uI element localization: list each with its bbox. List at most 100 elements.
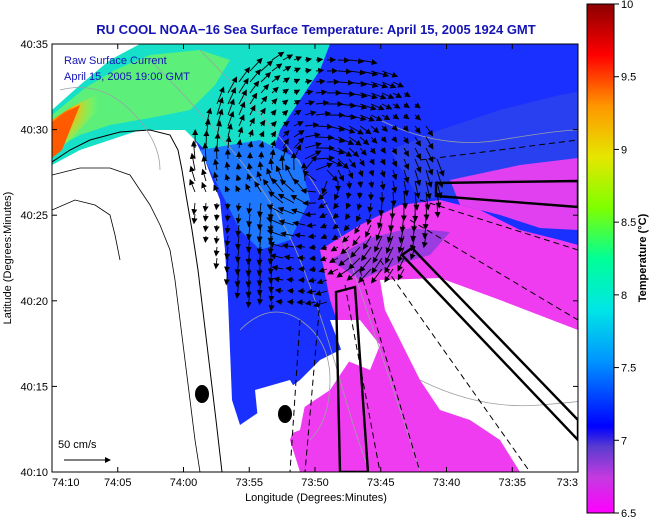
current-vector	[384, 268, 394, 283]
current-vector	[345, 202, 352, 210]
y-tick-label: 40:20	[20, 296, 48, 308]
current-vector	[259, 119, 266, 127]
current-vector	[318, 202, 328, 209]
current-vector	[340, 246, 350, 255]
current-vector	[318, 267, 328, 273]
current-vector	[238, 66, 251, 83]
current-vector	[285, 164, 295, 182]
current-vector	[332, 223, 340, 230]
current-vector	[267, 257, 274, 275]
current-vector	[380, 136, 387, 143]
current-vector	[225, 135, 232, 149]
current-vector	[333, 191, 340, 201]
current-vector	[367, 202, 374, 214]
current-vector	[309, 255, 317, 262]
current-vector	[337, 68, 353, 75]
current-vector	[268, 268, 274, 284]
survey-zone-outlines	[334, 179, 578, 472]
current-vector	[348, 125, 364, 135]
current-vector	[306, 288, 317, 295]
current-vector	[236, 138, 243, 149]
current-vector	[304, 211, 317, 218]
x-axis-label: Longitude (Degrees:Minutes)	[245, 492, 387, 504]
current-vector	[256, 235, 263, 255]
current-vector	[246, 202, 253, 215]
coastline-inner	[52, 167, 201, 472]
current-vector	[283, 254, 295, 261]
current-vector	[246, 162, 253, 171]
current-vector	[359, 59, 378, 66]
current-vector	[235, 224, 242, 238]
current-vector	[268, 191, 284, 204]
current-vector	[370, 125, 380, 134]
station-marker-east	[278, 405, 292, 423]
current-vector	[293, 129, 305, 138]
current-vector	[348, 103, 368, 110]
current-vector	[213, 235, 220, 245]
x-axis-ticks: 74:10 74:05 74:00 73:55 73:50 73:45 73:40 73:35…	[51, 44, 579, 489]
current-vector	[224, 257, 231, 273]
current-vector	[370, 92, 387, 100]
current-vector	[364, 224, 372, 238]
current-vector	[338, 257, 350, 267]
current-vector	[326, 125, 346, 132]
current-vector	[202, 235, 209, 243]
current-vector	[213, 171, 219, 182]
current-vector	[403, 158, 410, 171]
x-tick-label: 73:40	[433, 477, 461, 489]
current-vector	[235, 185, 242, 193]
current-vector	[282, 77, 290, 84]
current-vector	[346, 268, 361, 281]
current-vector	[385, 235, 394, 254]
current-vector	[344, 213, 351, 221]
current-vector	[348, 114, 367, 122]
current-vector	[392, 92, 403, 98]
current-vector	[304, 110, 317, 117]
current-vector	[223, 268, 230, 286]
station-marker-west	[195, 385, 209, 403]
current-vector	[402, 136, 409, 145]
y-tick-label: 40:10	[20, 467, 48, 479]
current-vector	[358, 268, 372, 283]
current-vector	[316, 278, 328, 285]
current-vector	[359, 147, 367, 156]
current-vector	[256, 246, 263, 266]
zone-northeast	[434, 179, 578, 209]
current-vector	[321, 180, 328, 195]
colorbar-tick-label: 7.5	[621, 363, 636, 375]
current-vector	[300, 188, 317, 194]
current-vector	[350, 246, 361, 258]
current-vector	[392, 113, 400, 120]
current-vector	[348, 58, 365, 65]
y-axis-ticks: 40:35 40:30 40:25 40:20 40:15 40:10	[20, 39, 578, 479]
colorbar-tick-label: 9.5	[621, 72, 636, 84]
current-vector	[293, 121, 304, 127]
current-vector	[368, 169, 375, 177]
current-vector	[326, 169, 338, 182]
current-vector	[249, 68, 262, 83]
current-vector	[224, 235, 231, 247]
current-vector	[423, 202, 430, 221]
current-vector	[399, 213, 406, 233]
current-vector	[391, 136, 398, 143]
current-vector	[326, 158, 344, 167]
current-vector	[315, 56, 324, 63]
current-vector	[213, 145, 220, 160]
current-vector	[409, 235, 416, 252]
current-vector	[235, 213, 242, 225]
current-vector	[342, 235, 350, 243]
current-vector	[235, 162, 242, 171]
current-vector	[246, 213, 253, 228]
current-vector	[372, 246, 383, 264]
current-vector	[337, 169, 344, 182]
current-vector	[381, 92, 395, 99]
current-vector	[286, 276, 295, 283]
current-vector	[293, 67, 301, 74]
current-vector	[315, 110, 332, 117]
current-vector	[434, 202, 441, 218]
current-vector	[270, 120, 277, 128]
colorbar-tick-label: 7	[621, 435, 627, 447]
current-vector	[320, 233, 328, 240]
current-vector	[359, 70, 379, 77]
current-vector	[315, 162, 334, 171]
